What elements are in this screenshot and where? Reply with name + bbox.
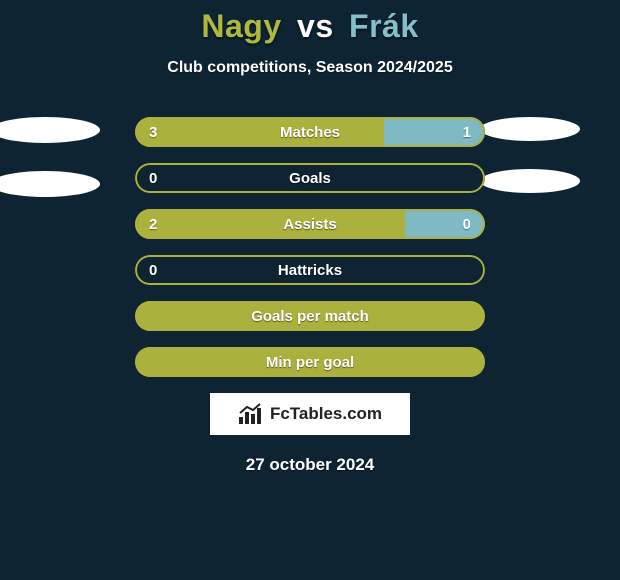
stat-value-left: 2 — [149, 209, 157, 239]
stat-bars: 31Matches0Goals20Assists0HattricksGoals … — [135, 117, 485, 377]
stat-bar-border — [135, 163, 485, 193]
stat-segment-right — [405, 209, 486, 239]
avatar-shadow — [480, 117, 580, 141]
brand-text: FcTables.com — [270, 404, 382, 424]
stat-row: 0Goals — [135, 163, 485, 193]
stat-row: 31Matches — [135, 117, 485, 147]
stat-label: Goals — [135, 163, 485, 193]
player2-name: Frák — [349, 8, 419, 44]
header: Nagy vs Frák Club competitions, Season 2… — [0, 0, 620, 77]
brand-badge: FcTables.com — [210, 393, 410, 435]
page-title: Nagy vs Frák — [0, 8, 620, 45]
vs-separator: vs — [297, 8, 334, 44]
stat-value-right: 0 — [463, 209, 471, 239]
right-avatar-shadows — [480, 117, 610, 221]
stat-value-left: 0 — [149, 163, 157, 193]
stat-segment-left — [135, 347, 485, 377]
stat-row: Goals per match — [135, 301, 485, 331]
stat-value-right: 1 — [463, 117, 471, 147]
stat-label: Hattricks — [135, 255, 485, 285]
stat-segment-left — [135, 301, 485, 331]
stat-value-left: 0 — [149, 255, 157, 285]
stat-row: 20Assists — [135, 209, 485, 239]
stat-value-left: 3 — [149, 117, 157, 147]
stat-bar-border — [135, 255, 485, 285]
stat-segment-left — [135, 117, 384, 147]
player1-name: Nagy — [201, 8, 281, 44]
left-avatar-shadows — [0, 117, 120, 225]
avatar-shadow — [0, 117, 100, 143]
avatar-shadow — [0, 171, 100, 197]
subtitle: Club competitions, Season 2024/2025 — [0, 59, 620, 77]
stat-row: 0Hattricks — [135, 255, 485, 285]
comparison-stage: 31Matches0Goals20Assists0HattricksGoals … — [0, 117, 620, 475]
avatar-shadow — [480, 169, 580, 193]
date-label: 27 october 2024 — [0, 455, 620, 475]
stat-segment-left — [135, 209, 405, 239]
brand-chart-icon — [238, 403, 264, 425]
stat-row: Min per goal — [135, 347, 485, 377]
